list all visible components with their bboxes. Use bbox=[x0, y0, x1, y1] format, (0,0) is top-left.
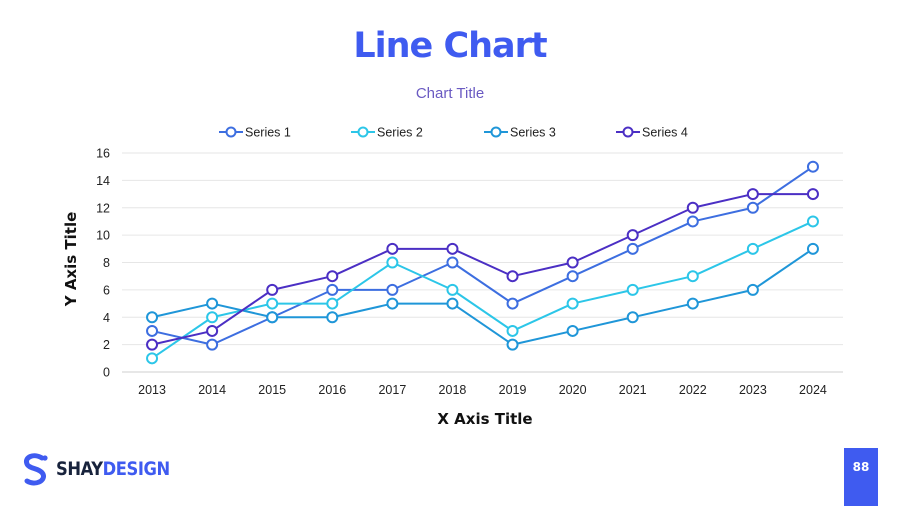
y-tick-label: 0 bbox=[103, 366, 110, 380]
y-tick-label: 16 bbox=[96, 147, 110, 161]
x-tick-label: 2018 bbox=[439, 383, 467, 397]
x-tick-label: 2019 bbox=[499, 383, 527, 397]
s-logo-icon bbox=[24, 453, 48, 486]
series-1-point bbox=[506, 297, 519, 310]
y-tick-label: 12 bbox=[96, 201, 110, 215]
x-tick-label: 2015 bbox=[258, 383, 286, 397]
x-tick-label: 2021 bbox=[619, 383, 647, 397]
series-line-3 bbox=[151, 247, 814, 346]
series-2-point bbox=[266, 297, 279, 310]
series-2-point bbox=[146, 352, 159, 365]
series-1-point bbox=[746, 201, 759, 214]
series-lines bbox=[151, 165, 814, 360]
y-tick-label: 2 bbox=[103, 338, 110, 352]
x-tick-label: 2013 bbox=[138, 383, 166, 397]
series-1-point bbox=[326, 283, 339, 296]
series-3-point bbox=[626, 311, 639, 324]
y-tick-label: 14 bbox=[96, 174, 110, 188]
logo-word-primary: SHAY bbox=[56, 458, 103, 480]
y-tick-label: 10 bbox=[96, 229, 110, 243]
x-axis-title: X Axis Title bbox=[437, 410, 533, 428]
series-2-point bbox=[326, 297, 339, 310]
series-2-point bbox=[746, 242, 759, 255]
logo-wordmark: SHAYDESIGN bbox=[56, 458, 170, 480]
series-line-2 bbox=[151, 220, 814, 360]
legend-label-4: Series 4 bbox=[642, 126, 688, 140]
series-3-point bbox=[386, 297, 399, 310]
x-tick-label: 2022 bbox=[679, 383, 707, 397]
series-4-point bbox=[806, 188, 819, 201]
legend-label-2: Series 2 bbox=[377, 126, 423, 140]
series-1-point bbox=[686, 215, 699, 228]
series-2-point bbox=[506, 324, 519, 337]
chart-title: Chart Title bbox=[415, 85, 485, 102]
legend: Series 1 Series 2 Series 3 Series 4 bbox=[219, 126, 688, 140]
series-3-point bbox=[746, 283, 759, 296]
series-line-4 bbox=[151, 193, 813, 346]
logo-word-secondary: DESIGN bbox=[102, 458, 171, 480]
series-2-point bbox=[386, 256, 399, 269]
x-tick-label: 2014 bbox=[198, 383, 226, 397]
series-4-point bbox=[146, 338, 159, 351]
y-tick-labels: 0 2 4 6 8 10 12 14 16 bbox=[96, 147, 110, 380]
legend-marker-1 bbox=[225, 126, 237, 138]
series-2-point bbox=[686, 270, 699, 283]
legend-marker-4 bbox=[622, 126, 634, 138]
series-line-1 bbox=[151, 165, 814, 346]
series-3-point bbox=[806, 242, 819, 255]
y-axis-title: Y Axis Title bbox=[62, 211, 80, 307]
y-tick-label: 6 bbox=[103, 283, 110, 297]
series-4-point bbox=[386, 242, 399, 255]
series-3-point bbox=[686, 297, 699, 310]
series-4-point bbox=[326, 270, 339, 283]
x-tick-label: 2024 bbox=[799, 383, 827, 397]
series-4-point bbox=[566, 256, 579, 269]
series-4-point bbox=[686, 201, 699, 214]
series-points bbox=[146, 160, 819, 365]
x-tick-label: 2020 bbox=[559, 383, 587, 397]
series-2-point bbox=[446, 283, 459, 296]
series-4-point bbox=[626, 229, 639, 242]
brand-logo: SHAYDESIGN bbox=[20, 452, 188, 486]
series-3-point bbox=[506, 338, 519, 351]
series-3-point bbox=[266, 311, 279, 324]
series-4-point bbox=[206, 324, 219, 337]
y-tick-label: 4 bbox=[103, 311, 110, 325]
legend-label-3: Series 3 bbox=[510, 126, 556, 140]
series-4-point bbox=[746, 188, 759, 201]
series-2-point bbox=[206, 311, 219, 324]
series-4-point bbox=[506, 270, 519, 283]
x-tick-label: 2016 bbox=[318, 383, 346, 397]
series-4-point bbox=[266, 283, 279, 296]
series-1-point bbox=[806, 160, 819, 173]
series-3-point bbox=[146, 311, 159, 324]
legend-marker-2 bbox=[357, 126, 369, 138]
x-tick-label: 2023 bbox=[739, 383, 767, 397]
gridlines bbox=[122, 152, 843, 373]
page-number-badge: 88 bbox=[844, 448, 878, 506]
y-tick-label: 8 bbox=[103, 256, 110, 270]
series-2-point bbox=[566, 297, 579, 310]
legend-label-1: Series 1 bbox=[245, 126, 291, 140]
series-1-point bbox=[146, 324, 159, 337]
series-3-point bbox=[446, 297, 459, 310]
x-tick-label: 2017 bbox=[378, 383, 406, 397]
series-1-point bbox=[446, 256, 459, 269]
series-4-point bbox=[446, 242, 459, 255]
series-2-point bbox=[626, 283, 639, 296]
series-2-point bbox=[806, 215, 819, 228]
legend-marker-3 bbox=[490, 126, 502, 138]
series-1-point bbox=[566, 270, 579, 283]
slide-title: Line Chart bbox=[353, 26, 547, 66]
series-3-point bbox=[566, 324, 579, 337]
series-3-point bbox=[206, 297, 219, 310]
x-tick-labels: 2013 2014 2015 2016 2017 2018 2019 2020 2021 2022… bbox=[138, 383, 827, 397]
series-1-point bbox=[386, 283, 399, 296]
series-1-point bbox=[626, 242, 639, 255]
series-3-point bbox=[326, 311, 339, 324]
series-1-point bbox=[206, 338, 219, 351]
